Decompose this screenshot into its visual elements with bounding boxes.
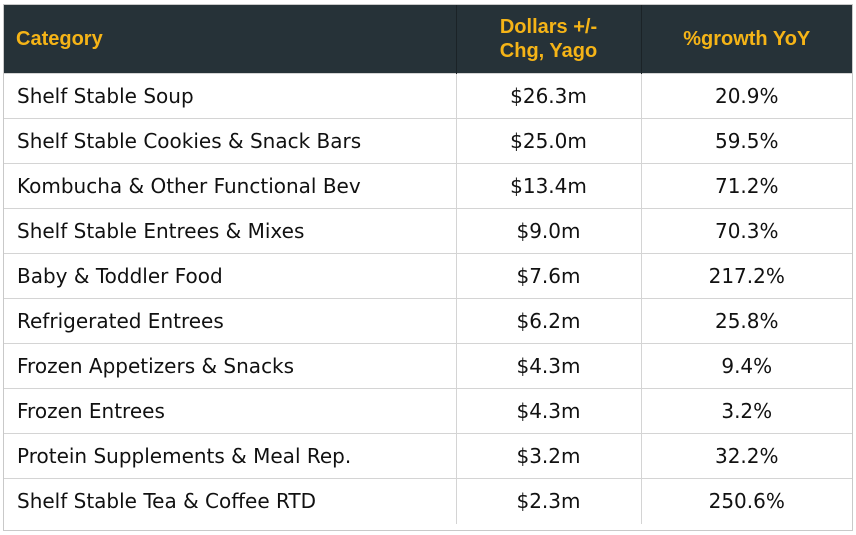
table-row: Frozen Entrees $4.3m 3.2% (4, 388, 852, 434)
cell-dollars-change: $7.6m (456, 253, 642, 299)
table-row: Shelf Stable Soup $26.3m 20.9% (4, 73, 852, 119)
cell-category: Shelf Stable Soup (4, 73, 457, 119)
category-growth-table: Category Dollars +/- Chg, Yago %growth Y… (4, 5, 852, 524)
table-row: Kombucha & Other Functional Bev $13.4m 7… (4, 163, 852, 209)
cell-growth-yoy: 59.5% (641, 118, 852, 164)
cell-category: Baby & Toddler Food (4, 253, 457, 299)
table-row: Shelf Stable Cookies & Snack Bars $25.0m… (4, 118, 852, 164)
cell-dollars-change: $26.3m (456, 73, 642, 119)
table-body: Shelf Stable Soup $26.3m 20.9% Shelf Sta… (4, 73, 852, 524)
cell-growth-yoy: 71.2% (641, 163, 852, 209)
cell-category: Frozen Appetizers & Snacks (4, 343, 457, 389)
table-row: Refrigerated Entrees $6.2m 25.8% (4, 298, 852, 344)
cell-dollars-change: $4.3m (456, 343, 642, 389)
cell-growth-yoy: 250.6% (641, 478, 852, 524)
cell-dollars-change: $4.3m (456, 388, 642, 434)
cell-growth-yoy: 217.2% (641, 253, 852, 299)
cell-growth-yoy: 20.9% (641, 73, 852, 119)
table-header: Category Dollars +/- Chg, Yago %growth Y… (4, 5, 852, 74)
cell-dollars-change: $25.0m (456, 118, 642, 164)
category-growth-table-container: Category Dollars +/- Chg, Yago %growth Y… (3, 4, 853, 531)
cell-category: Refrigerated Entrees (4, 298, 457, 344)
table-row: Frozen Appetizers & Snacks $4.3m 9.4% (4, 343, 852, 389)
cell-category: Shelf Stable Entrees & Mixes (4, 208, 457, 254)
cell-growth-yoy: 9.4% (641, 343, 852, 389)
header-growth-yoy: %growth YoY (641, 5, 852, 74)
table-row: Protein Supplements & Meal Rep. $3.2m 32… (4, 433, 852, 479)
header-dollars-line1: Dollars +/- (499, 16, 598, 38)
header-category: Category (4, 5, 457, 74)
cell-dollars-change: $9.0m (456, 208, 642, 254)
cell-growth-yoy: 3.2% (641, 388, 852, 434)
cell-category: Shelf Stable Tea & Coffee RTD (4, 478, 457, 524)
cell-dollars-change: $3.2m (456, 433, 642, 479)
cell-category: Shelf Stable Cookies & Snack Bars (4, 118, 457, 164)
cell-dollars-change: $13.4m (456, 163, 642, 209)
table-row: Shelf Stable Tea & Coffee RTD $2.3m 250.… (4, 478, 852, 524)
cell-category: Protein Supplements & Meal Rep. (4, 433, 457, 479)
cell-growth-yoy: 70.3% (641, 208, 852, 254)
table-row: Baby & Toddler Food $7.6m 217.2% (4, 253, 852, 299)
cell-growth-yoy: 25.8% (641, 298, 852, 344)
cell-growth-yoy: 32.2% (641, 433, 852, 479)
cell-dollars-change: $2.3m (456, 478, 642, 524)
header-row: Category Dollars +/- Chg, Yago %growth Y… (4, 5, 852, 74)
table-row: Shelf Stable Entrees & Mixes $9.0m 70.3% (4, 208, 852, 254)
header-dollars-change: Dollars +/- Chg, Yago (456, 5, 642, 74)
cell-category: Frozen Entrees (4, 388, 457, 434)
cell-category: Kombucha & Other Functional Bev (4, 163, 457, 209)
cell-dollars-change: $6.2m (456, 298, 642, 344)
header-dollars-line2: Chg, Yago (499, 40, 598, 62)
